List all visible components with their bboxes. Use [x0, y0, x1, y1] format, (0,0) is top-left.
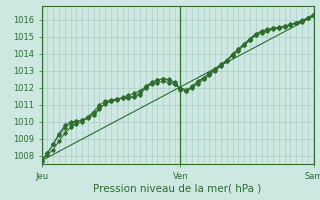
X-axis label: Pression niveau de la mer( hPa ): Pression niveau de la mer( hPa ) — [93, 183, 262, 193]
